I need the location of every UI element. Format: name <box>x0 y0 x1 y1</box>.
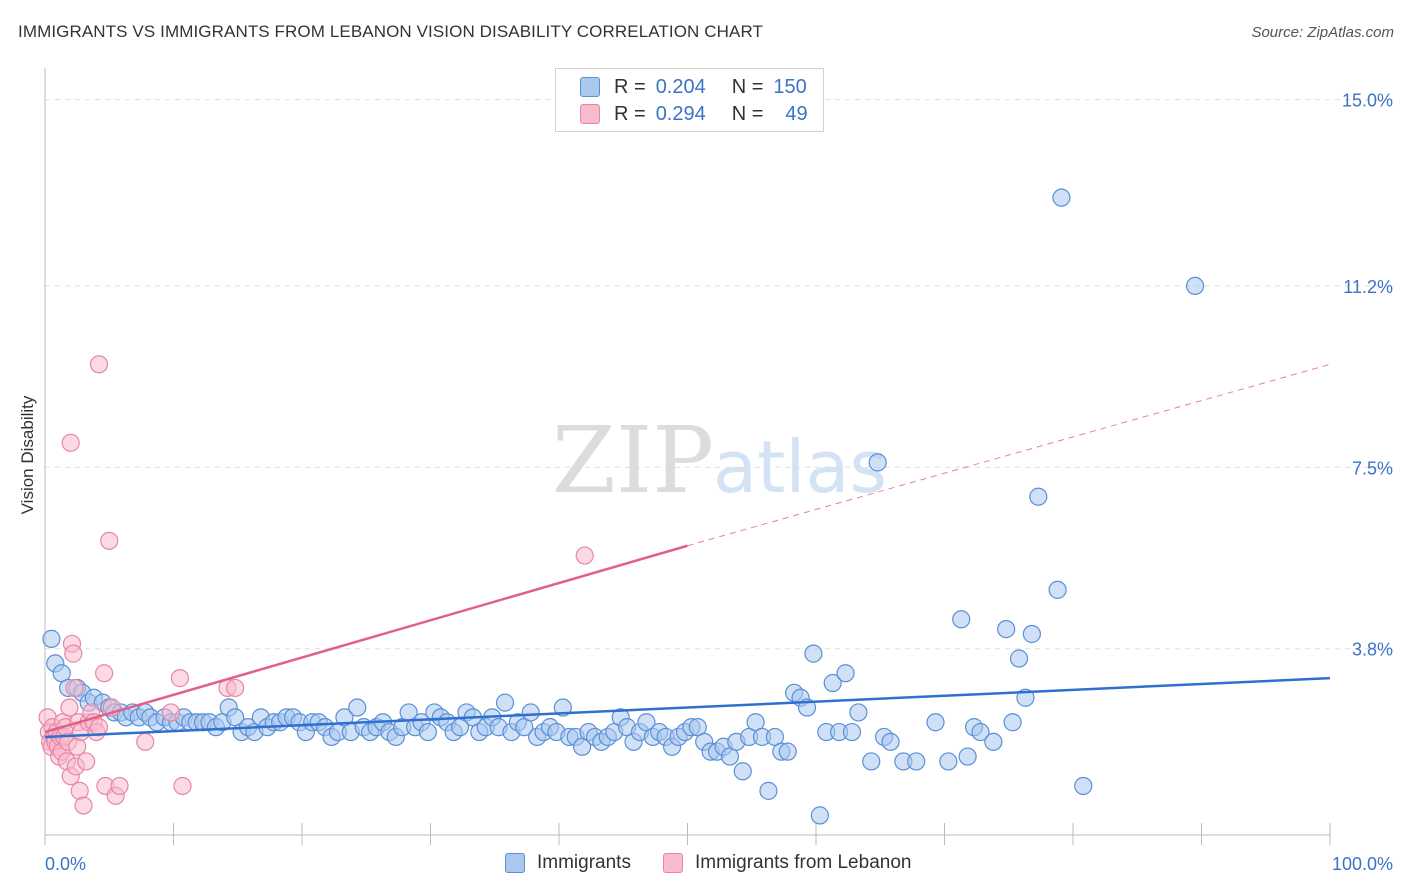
data-point-lebanon <box>60 698 79 717</box>
data-point-immigrants <box>849 703 868 722</box>
data-point-immigrants <box>952 610 971 629</box>
data-point-immigrants <box>495 693 515 712</box>
r-label: R = <box>614 75 646 98</box>
data-point-lebanon <box>575 546 594 565</box>
data-point-immigrants <box>958 747 977 766</box>
watermark-atlas: atlas <box>713 425 887 509</box>
chart-title: IMMIGRANTS VS IMMIGRANTS FROM LEBANON VI… <box>18 22 764 41</box>
data-point-lebanon <box>110 776 129 796</box>
data-point-immigrants <box>1185 276 1205 296</box>
data-point-immigrants <box>759 781 778 800</box>
data-point-immigrants <box>939 752 958 771</box>
watermark-zip: ZIP <box>552 407 714 514</box>
data-point-lebanon <box>74 796 93 815</box>
data-point-immigrants <box>778 742 797 761</box>
n-label: N = <box>731 102 764 125</box>
source-label: Source: ZipAtlas.com <box>1251 24 1394 41</box>
data-point-immigrants <box>823 673 842 693</box>
legend-row-lebanon: R = 0.294 N = 49 <box>580 102 808 126</box>
data-point-immigrants <box>1048 580 1067 599</box>
y-tick-label: 15.0% <box>1342 91 1393 111</box>
data-point-immigrants <box>881 732 900 751</box>
y-axis-label: Vision Disability <box>18 395 37 514</box>
x-tick-label: 100.0% <box>1332 854 1393 874</box>
data-point-immigrants <box>907 752 926 771</box>
data-point-immigrants <box>868 453 887 472</box>
data-point-lebanon <box>89 355 109 374</box>
data-point-lebanon <box>61 433 80 452</box>
data-point-immigrants <box>804 644 823 663</box>
legend-swatch-immigrants <box>580 77 600 97</box>
data-points <box>38 188 1205 825</box>
data-point-immigrants <box>810 806 829 825</box>
data-point-immigrants <box>418 722 438 742</box>
data-point-lebanon <box>64 644 83 663</box>
data-point-immigrants <box>1003 713 1022 732</box>
legend-swatch-immigrants <box>505 853 525 873</box>
legend-label-immigrants: Immigrants <box>537 852 631 873</box>
series-legend: Immigrants Immigrants from Lebanon <box>505 852 943 874</box>
data-point-lebanon <box>136 732 155 751</box>
data-point-immigrants <box>521 703 540 722</box>
data-point-immigrants <box>862 752 881 771</box>
legend-item-lebanon[interactable]: Immigrants from Lebanon <box>662 852 912 874</box>
data-point-lebanon <box>77 752 96 771</box>
data-point-immigrants <box>1009 649 1029 668</box>
r-label: R = <box>614 102 646 125</box>
data-point-immigrants <box>1029 487 1048 506</box>
y-tick-label: 11.2% <box>1343 277 1393 297</box>
grid-lines <box>45 99 1395 650</box>
data-point-immigrants <box>1074 776 1093 796</box>
r-value: 0.204 <box>655 75 706 98</box>
data-point-immigrants <box>733 762 752 781</box>
legend-item-immigrants[interactable]: Immigrants <box>505 852 631 874</box>
data-point-immigrants <box>842 722 862 742</box>
data-point-immigrants <box>971 722 990 742</box>
r-value: 0.294 <box>655 102 706 125</box>
legend-label-lebanon: Immigrants from Lebanon <box>694 852 912 873</box>
n-label: N = <box>731 75 764 98</box>
data-point-lebanon <box>161 703 181 722</box>
trend-lines <box>44 363 1331 739</box>
x-tick-label: 0.0% <box>45 854 86 874</box>
legend-row-immigrants: R = 0.204 N = 150 <box>580 75 807 99</box>
data-point-lebanon <box>95 664 114 683</box>
watermark: ZIP atlas <box>552 407 887 514</box>
y-tick-label: 7.5% <box>1352 458 1393 478</box>
legend-swatch-lebanon <box>662 853 683 873</box>
data-point-immigrants <box>997 619 1016 639</box>
data-point-immigrants <box>1022 624 1041 644</box>
data-point-immigrants <box>348 698 367 717</box>
data-point-immigrants <box>1052 188 1071 207</box>
data-point-immigrants <box>553 698 572 717</box>
correlation-legend: R = 0.204 N = 150 R = 0.294 N = 49 <box>555 68 824 132</box>
axes <box>44 68 1331 845</box>
y-tick-label: 3.8% <box>1352 640 1393 660</box>
n-value: 49 <box>785 102 808 125</box>
legend-swatch-lebanon <box>580 104 600 124</box>
n-value: 150 <box>773 75 807 98</box>
tick-labels: 3.8% 7.5% 11.2% 15.0% 0.0% 100.0% <box>45 91 1393 874</box>
data-point-immigrants <box>926 713 945 732</box>
data-point-lebanon <box>65 678 84 698</box>
data-point-lebanon <box>226 678 245 698</box>
data-point-lebanon <box>170 669 190 688</box>
trend-line-immigrants <box>44 676 1331 739</box>
data-point-lebanon <box>100 531 119 550</box>
data-point-lebanon <box>173 776 192 796</box>
trend-line-lebanon-extension <box>687 363 1331 547</box>
data-point-immigrants <box>42 629 61 648</box>
trend-line-lebanon <box>44 544 688 734</box>
data-point-immigrants <box>836 664 855 683</box>
data-point-immigrants <box>984 732 1003 751</box>
